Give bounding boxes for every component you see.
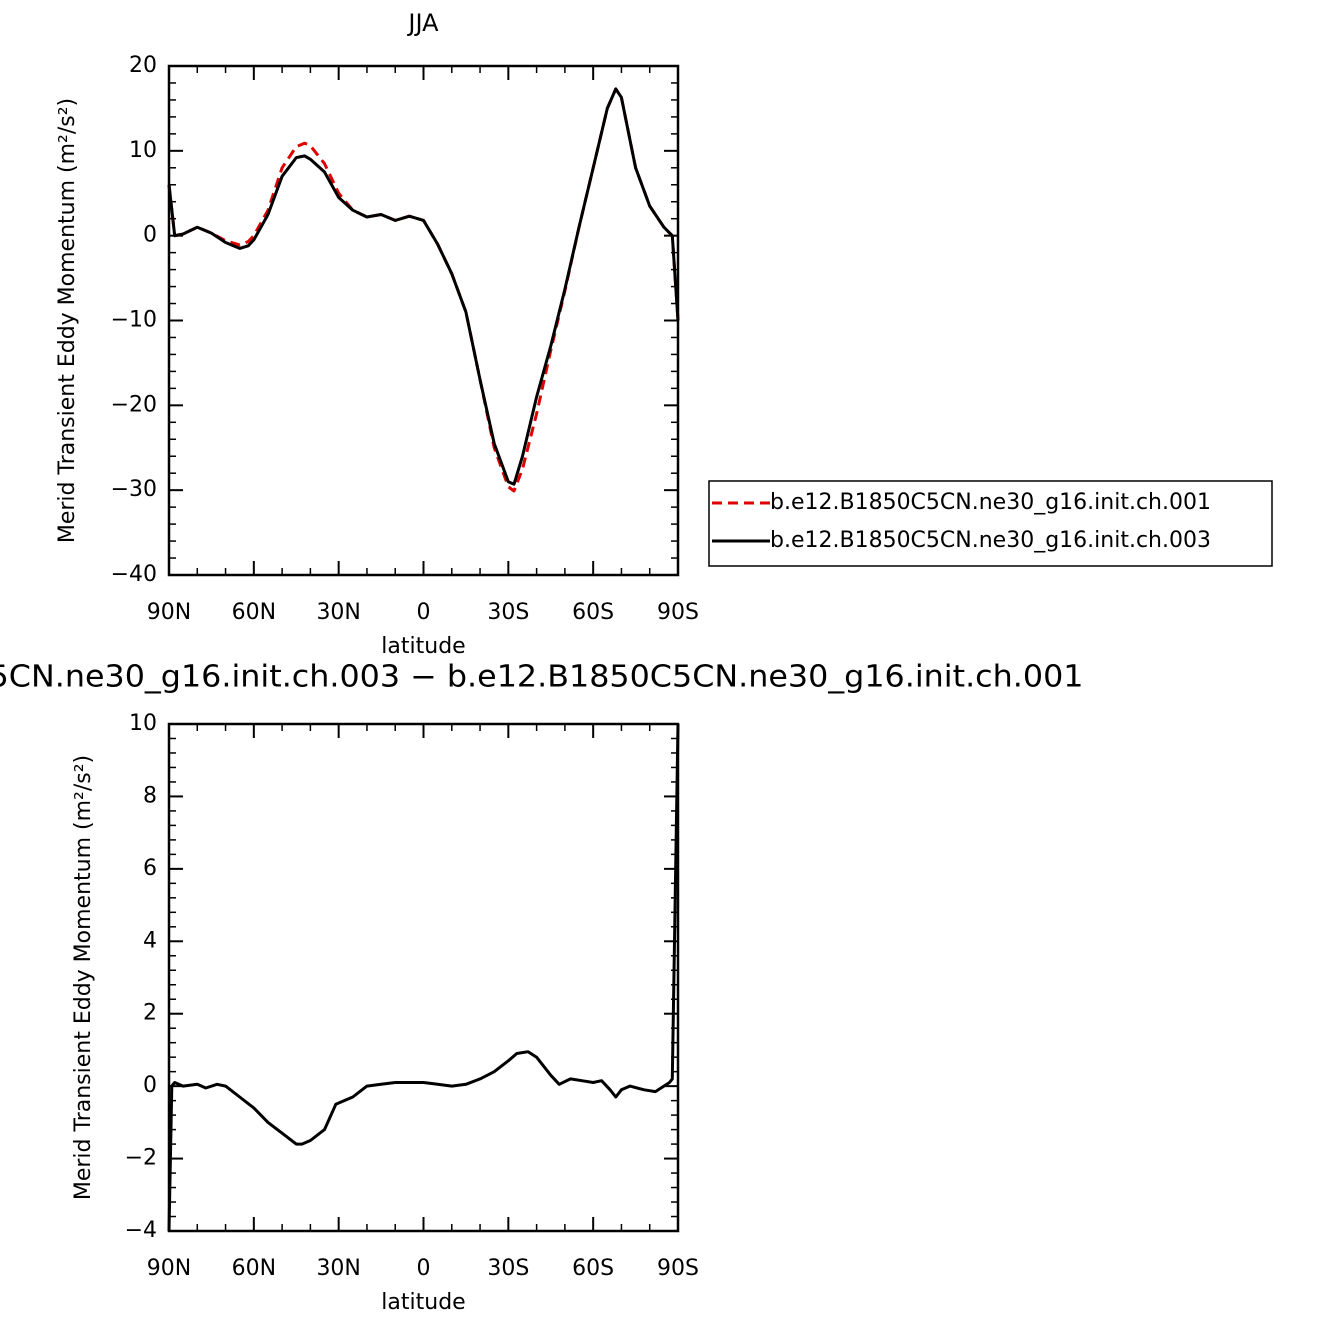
plot-frame: [167, 722, 680, 1233]
x-tick-label: 30N: [316, 600, 360, 625]
legend-box: [708, 480, 1273, 567]
x-tick-label: 90N: [147, 600, 191, 625]
y-tick-label: 10: [129, 138, 157, 163]
x-tick-label: 60N: [232, 1256, 276, 1281]
y-tick-label: 20: [129, 53, 157, 78]
x-tick-label: 30N: [316, 1256, 360, 1281]
y-tick-label: 0: [143, 1073, 157, 1098]
y-tick-label: −10: [111, 308, 157, 333]
data-line: [167, 87, 680, 493]
y-axis-label: Merid Transient Eddy Momentum (m²/s²): [71, 755, 96, 1200]
data-line: [167, 87, 680, 486]
y-axis-label: Merid Transient Eddy Momentum (m²/s²): [55, 98, 80, 543]
x-tick-label: 90S: [657, 600, 699, 625]
y-tick-label: 4: [143, 928, 157, 953]
x-axis-label: latitude: [381, 634, 465, 659]
y-tick-label: −40: [111, 562, 157, 587]
x-tick-label: 60S: [572, 600, 614, 625]
legend-label: b.e12.B1850C5CN.ne30_g16.init.ch.003: [770, 528, 1211, 553]
y-tick-label: 2: [143, 1001, 157, 1026]
data-line: [167, 723, 680, 1232]
chart-title: b.e12.B1850C5CN.ne30_g16.init.ch.003 − b…: [0, 660, 1084, 695]
y-tick-label: 0: [143, 223, 157, 248]
x-axis-label: latitude: [381, 1290, 465, 1315]
y-tick-label: 8: [143, 783, 157, 808]
x-tick-label: 60N: [232, 600, 276, 625]
legend-label: b.e12.B1850C5CN.ne30_g16.init.ch.001: [770, 490, 1211, 515]
y-tick-label: −30: [111, 477, 157, 502]
y-tick-label: 10: [129, 711, 157, 736]
y-tick-label: 6: [143, 856, 157, 881]
plot-frame: [167, 64, 680, 577]
y-tick-label: −4: [125, 1218, 157, 1243]
x-tick-label: 0: [417, 600, 431, 625]
x-tick-label: 60S: [572, 1256, 614, 1281]
x-tick-label: 30S: [487, 600, 529, 625]
x-tick-label: 30S: [487, 1256, 529, 1281]
x-tick-label: 90S: [657, 1256, 699, 1281]
y-tick-label: −20: [111, 392, 157, 417]
x-tick-label: 90N: [147, 1256, 191, 1281]
y-tick-label: −2: [125, 1146, 157, 1171]
chart-title: JJA: [406, 9, 439, 37]
x-tick-label: 0: [417, 1256, 431, 1281]
